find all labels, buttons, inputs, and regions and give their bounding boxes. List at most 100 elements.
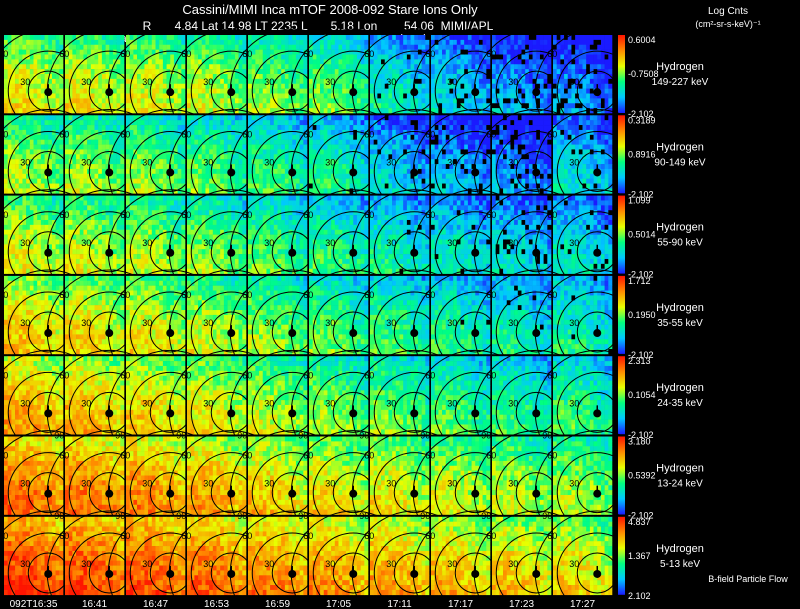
energy-range-label: 5-13 keV: [660, 559, 700, 570]
contour-label: 30: [447, 77, 457, 87]
contour-label: 30: [142, 318, 152, 328]
contour-label: 30: [81, 559, 91, 569]
image-cell: 30 60: [229, 189, 355, 315]
time-tick-label: 17:27: [570, 599, 595, 609]
contour-label: 60: [0, 290, 8, 300]
colorbar-mid-label: -0.7508: [628, 69, 659, 79]
contour-label: 30: [20, 157, 30, 167]
contour-label: 30: [569, 559, 579, 569]
contour-label: 30: [386, 559, 396, 569]
contour-label: 60: [425, 210, 435, 220]
colorbar-mid-label: 0.8916: [628, 149, 656, 159]
saturn-marker: [532, 168, 541, 177]
contour-line: [576, 311, 618, 353]
saturn-marker: [105, 409, 114, 418]
contour-label: 60: [181, 531, 191, 541]
contour-label: 60: [242, 49, 252, 59]
image-cell: 30 60: [168, 28, 294, 154]
species-label: Hydrogen: [656, 463, 704, 475]
saturn-marker: [471, 88, 480, 97]
contour-label: 30: [325, 238, 335, 248]
saturn-marker: [410, 489, 419, 498]
contour-label: 60: [364, 49, 374, 59]
contour-label: 60: [364, 370, 374, 380]
image-cell: 30 60: [46, 28, 172, 154]
species-label: Hydrogen: [656, 222, 704, 234]
contour-label: 60: [181, 210, 191, 220]
image-cell: 30 60 90: [46, 510, 172, 609]
saturn-marker: [471, 168, 480, 177]
contour-label: 90: [542, 511, 552, 521]
saturn-marker: [105, 569, 114, 578]
contour-label: 60: [364, 451, 374, 461]
contour-line: [576, 231, 618, 273]
contour-label: 30: [20, 318, 30, 328]
time-tick-label: 16:53: [204, 599, 229, 609]
time-tick-label: 17:05: [326, 599, 351, 609]
image-cell: 30 60: [168, 269, 294, 395]
image-cell: 30 60 90: [473, 430, 599, 556]
image-cell: 30 60: [534, 108, 660, 234]
image-cell: 30 60 90: [534, 510, 660, 609]
saturn-marker: [593, 489, 602, 498]
contour-label: 60: [486, 370, 496, 380]
contour-label: 60: [486, 129, 496, 139]
saturn-marker: [288, 88, 297, 97]
contour-label: 90: [115, 431, 125, 441]
colorbar-max-label: 1.712: [628, 276, 651, 286]
saturn-marker: [288, 569, 297, 578]
saturn-marker: [44, 248, 53, 257]
contour-label: 30: [81, 77, 91, 87]
contour-line: [534, 510, 660, 609]
contour-label: 30: [81, 157, 91, 167]
saturn-marker: [227, 329, 236, 338]
saturn-marker: [593, 248, 602, 257]
image-cell: 30 60: [107, 189, 233, 315]
contour-label: 60: [547, 290, 557, 300]
saturn-marker: [44, 489, 53, 498]
contour-label: 30: [508, 157, 518, 167]
contour-label: 60: [425, 451, 435, 461]
contour-label: 30: [264, 77, 274, 87]
saturn-marker: [532, 489, 541, 498]
contour-label: 60: [59, 451, 69, 461]
contour-label: 30: [569, 398, 579, 408]
contour-label: 60: [303, 129, 313, 139]
species-label: Hydrogen: [656, 382, 704, 394]
saturn-marker: [349, 489, 358, 498]
contour-label: 30: [203, 157, 213, 167]
contour-label: 60: [364, 129, 374, 139]
time-tick-label: 17:17: [448, 599, 473, 609]
saturn-marker: [410, 409, 419, 418]
contour-label: 90: [359, 511, 369, 521]
contour-label: 30: [264, 318, 274, 328]
contour-label: 60: [0, 531, 8, 541]
contour-label: 30: [508, 77, 518, 87]
contour-label: 30: [325, 77, 335, 87]
species-label: Hydrogen: [656, 302, 704, 314]
contour-label: 60: [303, 451, 313, 461]
image-cell: 30 60: [0, 349, 111, 475]
image-cell: 30 60: [351, 28, 477, 154]
contour-label: 60: [242, 370, 252, 380]
colorbar: [618, 516, 625, 595]
contour-line: [576, 70, 618, 112]
contour-label: 60: [181, 290, 191, 300]
contour-label: 30: [386, 77, 396, 87]
image-cell: 30 60: [107, 28, 233, 154]
contour-label: 60: [303, 49, 313, 59]
contour-label: 30: [264, 157, 274, 167]
contour-label: 30: [142, 157, 152, 167]
contour-label: 30: [20, 479, 30, 489]
saturn-marker: [227, 88, 236, 97]
contour-label: 60: [486, 210, 496, 220]
contour-label: 60: [242, 210, 252, 220]
contour-label: 30: [508, 238, 518, 248]
colorbar-max-label: 1.099: [628, 196, 651, 206]
energy-range-label: 35-55 keV: [657, 318, 703, 329]
contour-label: 90: [54, 431, 64, 441]
image-cell: 30 60: [0, 108, 111, 234]
contour-label: 30: [264, 238, 274, 248]
image-cell: 30 60: [473, 269, 599, 395]
saturn-marker: [166, 88, 175, 97]
